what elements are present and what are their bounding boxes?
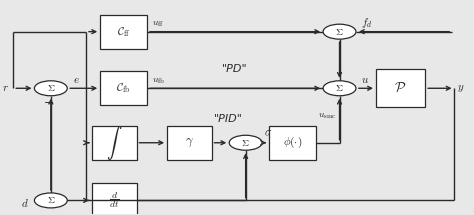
Circle shape bbox=[229, 135, 262, 150]
Text: $\sigma$: $\sigma$ bbox=[264, 128, 273, 138]
Text: $\dfrac{d}{dt}$: $\dfrac{d}{dt}$ bbox=[109, 191, 119, 210]
Bar bbox=[92, 183, 137, 215]
Circle shape bbox=[323, 24, 356, 39]
Bar bbox=[100, 15, 147, 49]
Bar bbox=[269, 126, 316, 160]
Text: $\phi(\cdot)$: $\phi(\cdot)$ bbox=[283, 135, 302, 150]
Text: $\gamma$: $\gamma$ bbox=[185, 136, 194, 149]
Text: $d$: $d$ bbox=[21, 197, 29, 209]
Text: $u_{\mathrm{ff}}$: $u_{\mathrm{ff}}$ bbox=[152, 19, 164, 29]
Circle shape bbox=[323, 81, 356, 96]
Text: $\mathcal{P}$: $\mathcal{P}$ bbox=[394, 81, 407, 95]
Bar bbox=[100, 71, 147, 105]
Text: $\Sigma$: $\Sigma$ bbox=[335, 27, 344, 37]
Text: $\mathcal{C}_{\mathrm{fb}}$: $\mathcal{C}_{\mathrm{fb}}$ bbox=[116, 81, 131, 95]
Text: $r$: $r$ bbox=[2, 83, 9, 93]
Bar bbox=[376, 69, 425, 107]
Text: $y$: $y$ bbox=[457, 83, 465, 94]
Text: $\Sigma$: $\Sigma$ bbox=[241, 138, 250, 148]
Circle shape bbox=[35, 81, 67, 96]
Text: $u$: $u$ bbox=[361, 75, 369, 85]
Text: $f_d$: $f_d$ bbox=[361, 16, 372, 30]
Text: $\Sigma$: $\Sigma$ bbox=[46, 195, 55, 205]
Text: $\Sigma$: $\Sigma$ bbox=[335, 83, 344, 93]
Text: $\int$: $\int$ bbox=[106, 124, 122, 162]
Text: $u_{\mathrm{fb}}$: $u_{\mathrm{fb}}$ bbox=[152, 76, 165, 86]
Text: $\Sigma$: $\Sigma$ bbox=[46, 83, 55, 93]
Text: "PD": "PD" bbox=[222, 64, 248, 74]
Text: "PID": "PID" bbox=[214, 114, 243, 124]
Text: $e$: $e$ bbox=[73, 75, 80, 85]
Text: $-$: $-$ bbox=[44, 96, 54, 106]
Bar bbox=[92, 126, 137, 160]
Text: $u_{\mathrm{smc}}$: $u_{\mathrm{smc}}$ bbox=[319, 111, 337, 121]
Bar bbox=[167, 126, 211, 160]
Circle shape bbox=[35, 193, 67, 208]
Text: $\mathcal{C}_{\mathrm{ff}}$: $\mathcal{C}_{\mathrm{ff}}$ bbox=[117, 25, 130, 39]
